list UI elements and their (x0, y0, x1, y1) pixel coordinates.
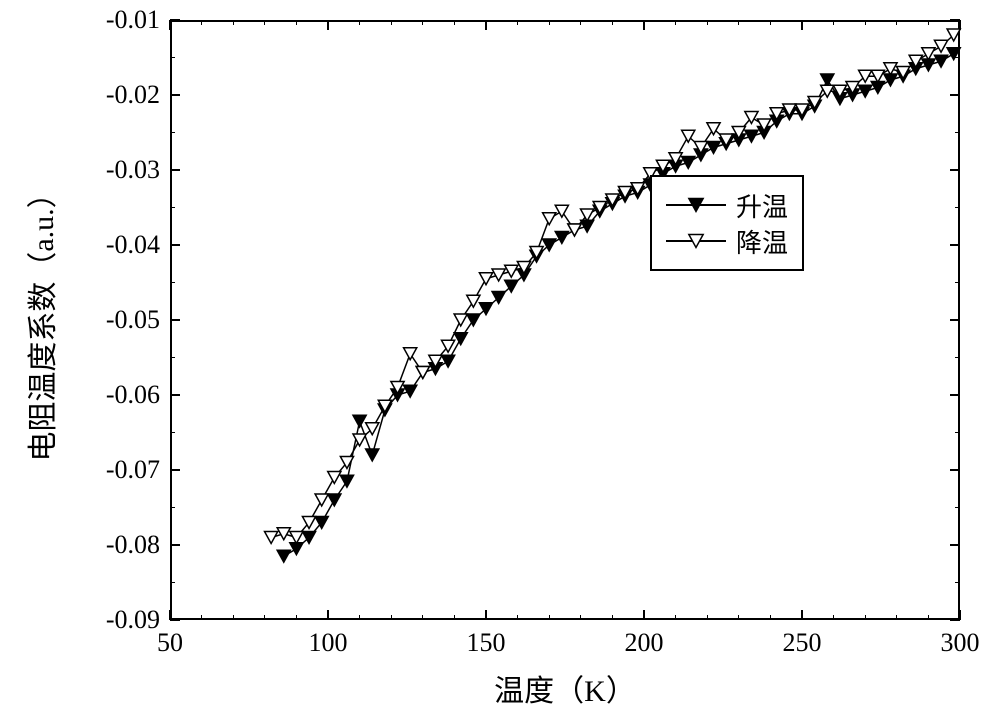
marker-cooling (315, 494, 328, 506)
legend-line (666, 240, 726, 242)
marker-cooling (568, 224, 581, 236)
marker-heating (404, 385, 417, 397)
y-tick-label: -0.08 (90, 530, 160, 560)
legend-line (666, 204, 726, 206)
marker-cooling (302, 517, 315, 529)
y-tick-label: -0.02 (90, 80, 160, 110)
marker-heating (707, 142, 720, 154)
marker-cooling (922, 48, 935, 60)
legend-label: 降温 (736, 223, 788, 260)
marker-heating (441, 355, 454, 367)
x-tick-label: 250 (783, 628, 822, 658)
x-tick-label: 300 (941, 628, 980, 658)
marker-cooling (555, 205, 568, 217)
y-tick-label: -0.05 (90, 305, 160, 335)
marker-cooling (745, 112, 758, 124)
marker-cooling (441, 340, 454, 352)
y-tick-label: -0.07 (90, 455, 160, 485)
marker-cooling (416, 367, 429, 379)
marker-cooling (505, 265, 518, 277)
x-axis-label: 温度（K） (494, 666, 636, 710)
marker-heating (555, 232, 568, 244)
marker-heating (277, 550, 290, 562)
y-axis-label: 电阻温度系数（a.u.） (18, 178, 62, 461)
marker-heating (467, 314, 480, 326)
marker-heating (821, 74, 834, 86)
marker-heating (353, 415, 366, 427)
marker-heating (454, 333, 467, 345)
marker-cooling (934, 40, 947, 52)
y-tick-label: -0.04 (90, 230, 160, 260)
marker-heating (682, 157, 695, 169)
chart-container: 温度（K） 电阻温度系数（a.u.） 升温降温 50 100 150 200 250 30… (0, 0, 1000, 724)
marker-cooling (265, 532, 278, 544)
y-tick-label: -0.09 (90, 605, 160, 635)
series-line-cooling (271, 35, 954, 538)
marker-cooling (543, 213, 556, 225)
marker-heating (934, 55, 947, 67)
marker-cooling (479, 273, 492, 285)
x-tick-label: 200 (625, 628, 664, 658)
marker-heating (315, 517, 328, 529)
marker-cooling (492, 269, 505, 281)
legend-label: 升温 (736, 187, 788, 224)
legend-item: 升温 (666, 187, 788, 223)
marker-heating (328, 494, 341, 506)
marker-cooling (290, 532, 303, 544)
marker-cooling (581, 209, 594, 221)
legend-marker (687, 232, 705, 250)
marker-cooling (404, 348, 417, 360)
marker-cooling (328, 472, 341, 484)
marker-heating (340, 475, 353, 487)
marker-heating (745, 130, 758, 142)
marker-cooling (277, 528, 290, 540)
legend: 升温降温 (650, 175, 804, 271)
series-line-heating (284, 54, 954, 557)
x-tick-label: 100 (309, 628, 348, 658)
y-tick-label: -0.01 (90, 5, 160, 35)
marker-cooling (884, 63, 897, 75)
legend-marker (687, 196, 705, 214)
marker-heating (859, 85, 872, 97)
marker-cooling (454, 314, 467, 326)
x-tick-label: 150 (467, 628, 506, 658)
y-tick-label: -0.06 (90, 380, 160, 410)
marker-cooling (467, 295, 480, 307)
legend-item: 降温 (666, 223, 788, 259)
y-tick-label: -0.03 (90, 155, 160, 185)
x-tick-label: 50 (157, 628, 183, 658)
marker-heating (366, 449, 379, 461)
